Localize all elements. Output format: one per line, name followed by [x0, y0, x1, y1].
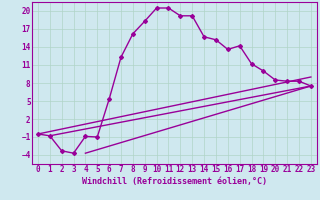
- X-axis label: Windchill (Refroidissement éolien,°C): Windchill (Refroidissement éolien,°C): [82, 177, 267, 186]
